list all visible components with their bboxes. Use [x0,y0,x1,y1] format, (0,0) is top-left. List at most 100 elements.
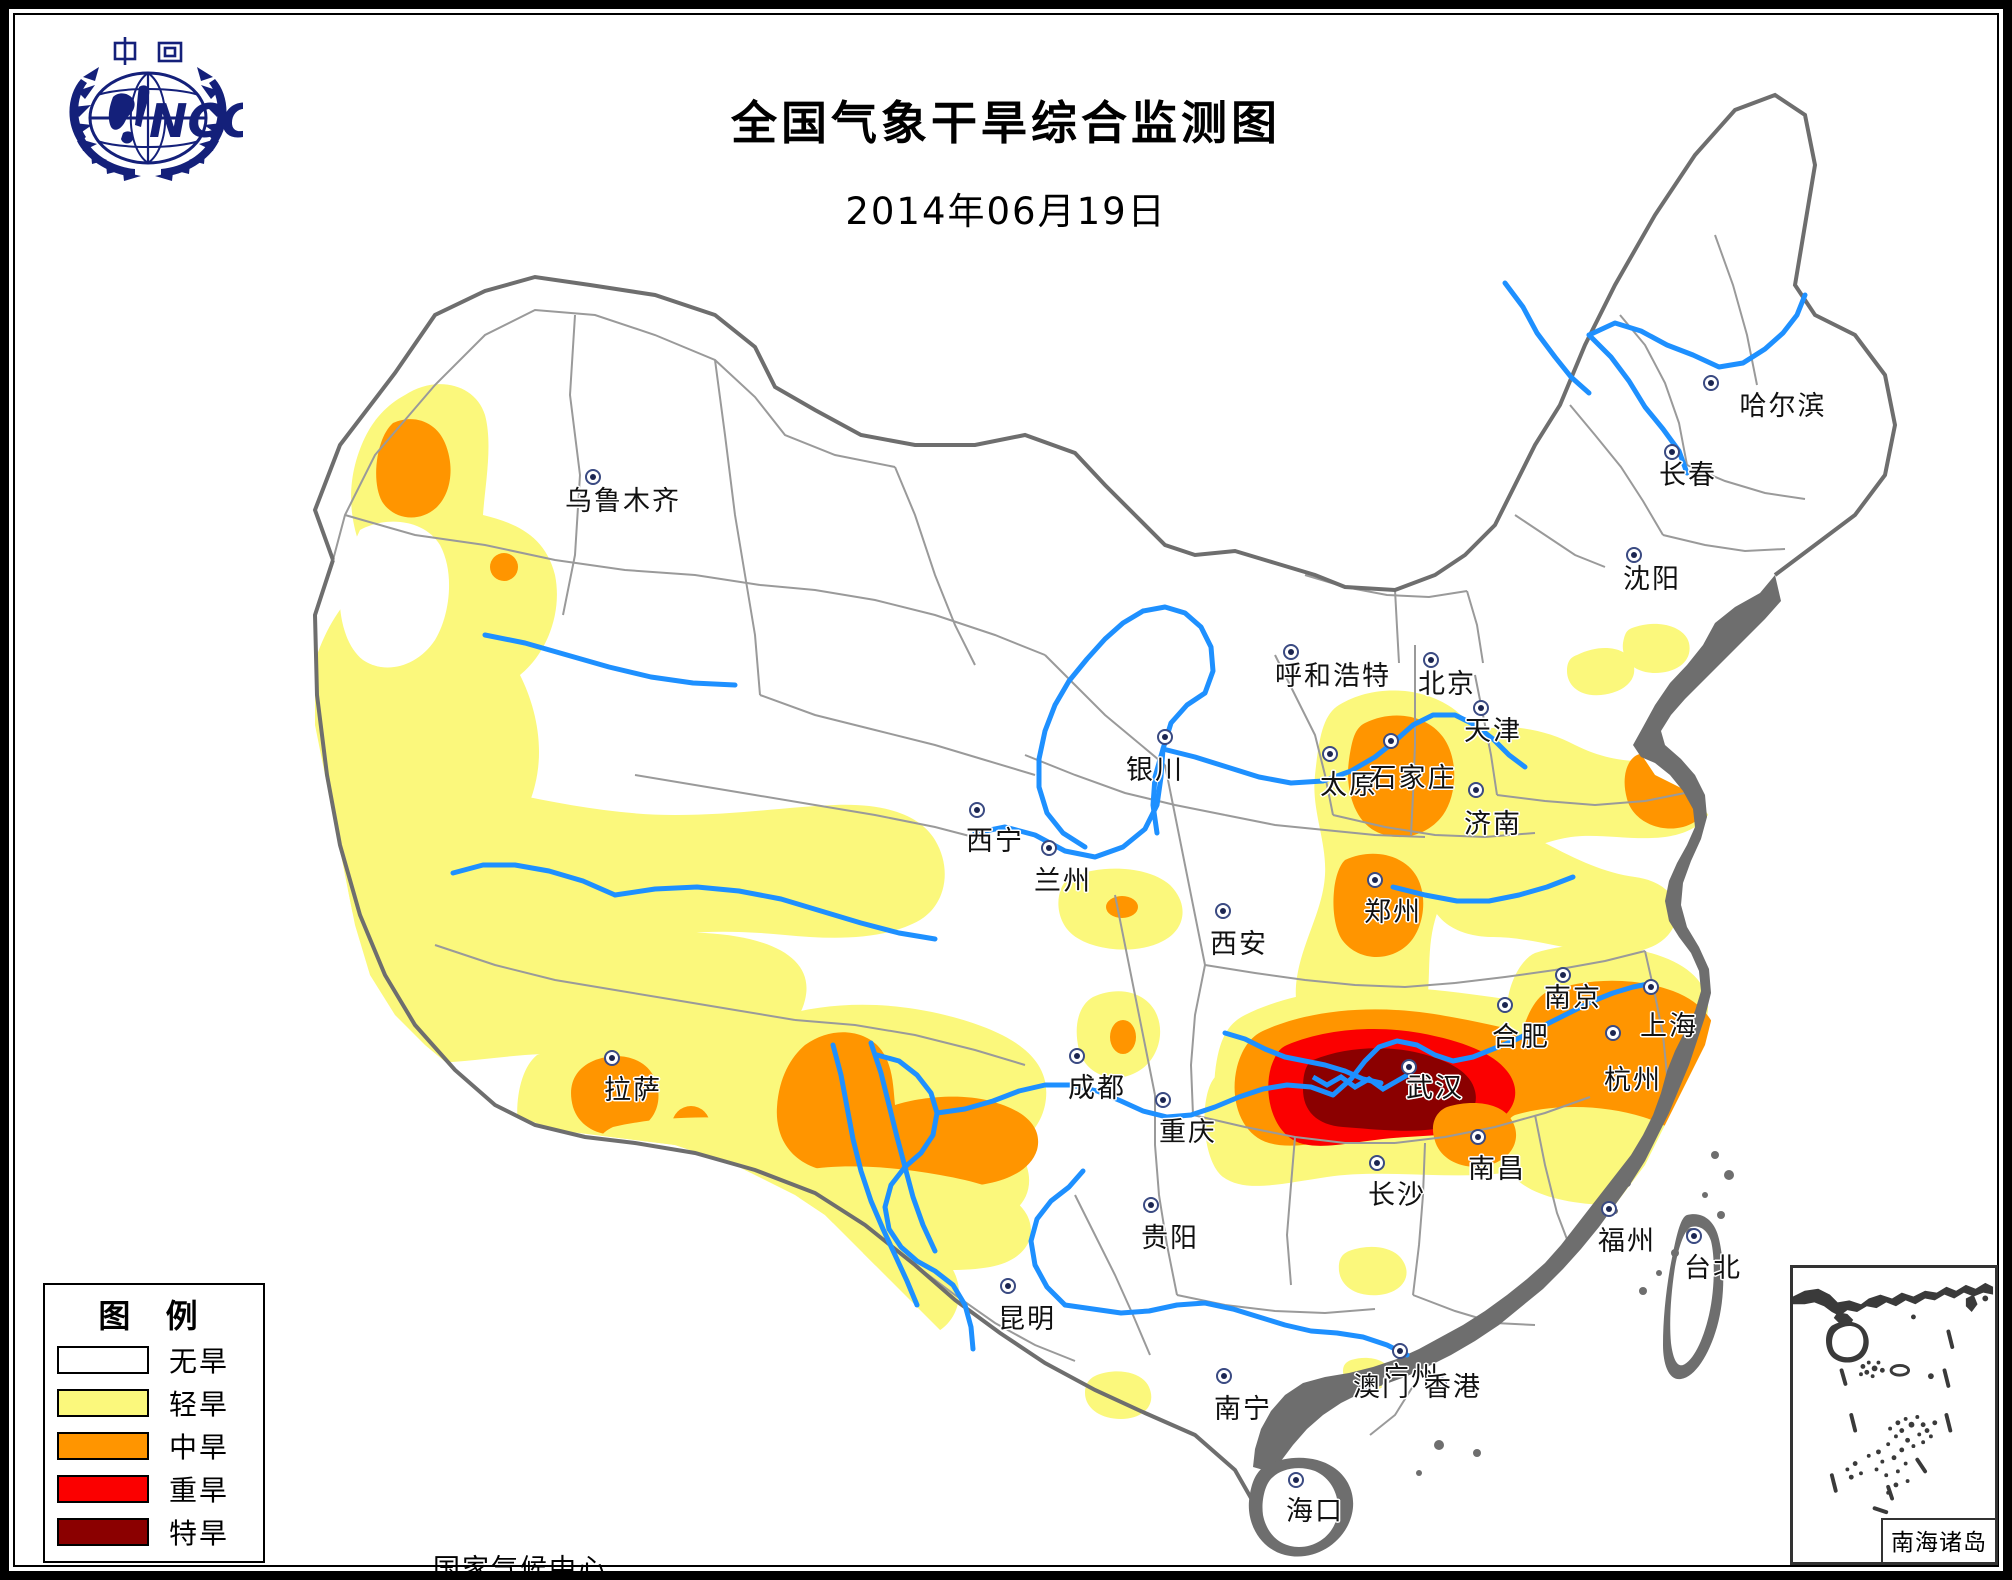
city-marker-dot [604,1050,620,1066]
legend-label: 重旱 [169,1473,230,1507]
city-marker-dot [1000,1278,1016,1294]
city-label: 昆明 [998,1304,1056,1335]
city-label: 济南 [1464,809,1522,840]
city-label: 天津 [1464,716,1522,747]
legend-title: 图 例 [98,1297,210,1335]
drought-zone-moderate [1333,853,1424,958]
city-label: 银川 [1126,755,1184,786]
drought-zone-light [1338,1246,1407,1296]
drought-spot-moderate [1106,896,1138,918]
city-label: 贵阳 [1141,1223,1199,1254]
city-marker-dot [1601,1201,1617,1217]
inset-label: 南海诸岛 [1881,1518,1997,1564]
attribution-text: 国家气候中心 [433,1554,607,1580]
city-label: 长沙 [1368,1180,1426,1211]
drought-zone-light [878,1340,979,1435]
city-marker-dot [1423,652,1439,668]
yangtze-wuhan-segment [1311,1070,1413,1092]
city-marker-dot [1322,746,1338,762]
city-marker-dot [1143,1197,1159,1213]
city-marker-dot [1664,444,1680,460]
legend-item: 无旱 [45,1339,263,1380]
china-map: 哈尔滨 长春 沈阳 乌鲁木齐 呼和浩特 北京 天津 太原 石家庄 济南 银川 西宁 兰州 郑州 西安 拉萨 成都… [15,15,2003,1571]
city-label: 西安 [1210,929,1268,960]
city-label: 南京 [1544,983,1602,1014]
city-marker-dot [1367,872,1383,888]
legend-label: 轻旱 [169,1387,230,1421]
city-marker-dot [969,802,985,818]
inset-map-svg [1793,1282,1994,1515]
city-label: 石家庄 [1369,763,1457,794]
city-marker-dot [1155,1092,1171,1108]
city-label: 北京 [1418,669,1476,700]
city-label: 沈阳 [1623,564,1681,595]
drought-zone-none-hole [339,521,450,668]
drought-zone-moderate [571,1056,659,1135]
city-label: 西宁 [966,826,1024,857]
city-marker-dot [1555,967,1571,983]
drought-zone-moderate [1348,715,1455,838]
city-label: 呼和浩特 [1275,661,1391,692]
city-label: 南宁 [1214,1394,1272,1425]
city-label: 乌鲁木齐 [565,486,681,517]
city-marker-dot [1686,1228,1702,1244]
city-label: 广州 [1382,1362,1440,1393]
legend-item: 中旱 [45,1425,263,1466]
city-marker-dot [1626,547,1642,563]
legend-swatch-1 [57,1388,149,1417]
east-coastline [1248,575,1781,1557]
city-marker-dot [1363,1376,1379,1392]
drought-zone-light [799,1166,1031,1271]
city-marker-dot [1383,733,1399,749]
south-china-sea-inset: 南海诸岛 [1790,1265,1998,1565]
city-marker-dot [1215,903,1231,919]
legend-label: 中旱 [169,1430,230,1464]
legend-swatch-2 [57,1431,149,1460]
legend-box: 图 例 无旱轻旱中旱重旱特旱 [43,1283,265,1563]
drought-zone-light [1567,648,1635,696]
city-marker-dot [1288,1472,1304,1488]
city-label: 澳门 [1353,1372,1411,1403]
legend-item: 特旱 [45,1511,263,1552]
city-marker-dot [585,469,601,485]
city-marker-dot [1369,1155,1385,1171]
legend-label: 特旱 [169,1516,230,1550]
city-label: 杭州 [1604,1065,1662,1096]
drought-zone-light [1622,623,1690,673]
map-date: 2014年06月19日 [845,190,1167,233]
city-label: 海口 [1286,1496,1344,1527]
city-marker-dot [1468,782,1484,798]
map-frame: NCC 全国气象干旱综合监测图 2014年06月19日 [13,13,1999,1571]
city-marker-dot [1643,979,1659,995]
china-outline [312,92,1898,1506]
city-marker-dot [1703,375,1719,391]
city-marker-dot [1605,1025,1621,1041]
city-marker-dot [1401,1059,1417,1075]
legend-swatch-4 [57,1517,149,1546]
city-marker-dot [1497,997,1513,1013]
city-label: 重庆 [1159,1117,1217,1148]
city-marker-dot [1470,1129,1486,1145]
drought-spot-moderate [490,553,518,581]
rivers [450,280,1808,1358]
city-label: 哈尔滨 [1739,391,1827,422]
legend-item: 轻旱 [45,1382,263,1423]
city-label: 上海 [1640,1011,1698,1042]
city-label: 武汉 [1406,1073,1464,1104]
city-marker-dot [1041,840,1057,856]
svg-text:NCC: NCC [149,94,243,148]
legend-label: 无旱 [169,1344,230,1378]
city-label: 太原 [1320,770,1378,801]
map-svg [312,92,1898,1557]
city-label: 南昌 [1468,1154,1526,1185]
city-marker-dot [1283,644,1299,660]
city-marker-dot [1069,1048,1085,1064]
legend-swatch-3 [57,1474,149,1503]
city-label: 合肥 [1492,1022,1550,1053]
drought-zone-light [1425,827,1677,954]
city-label: 长春 [1659,460,1717,491]
city-label: 福州 [1598,1226,1656,1257]
city-label: 兰州 [1034,866,1092,897]
city-marker-dot [1157,729,1173,745]
